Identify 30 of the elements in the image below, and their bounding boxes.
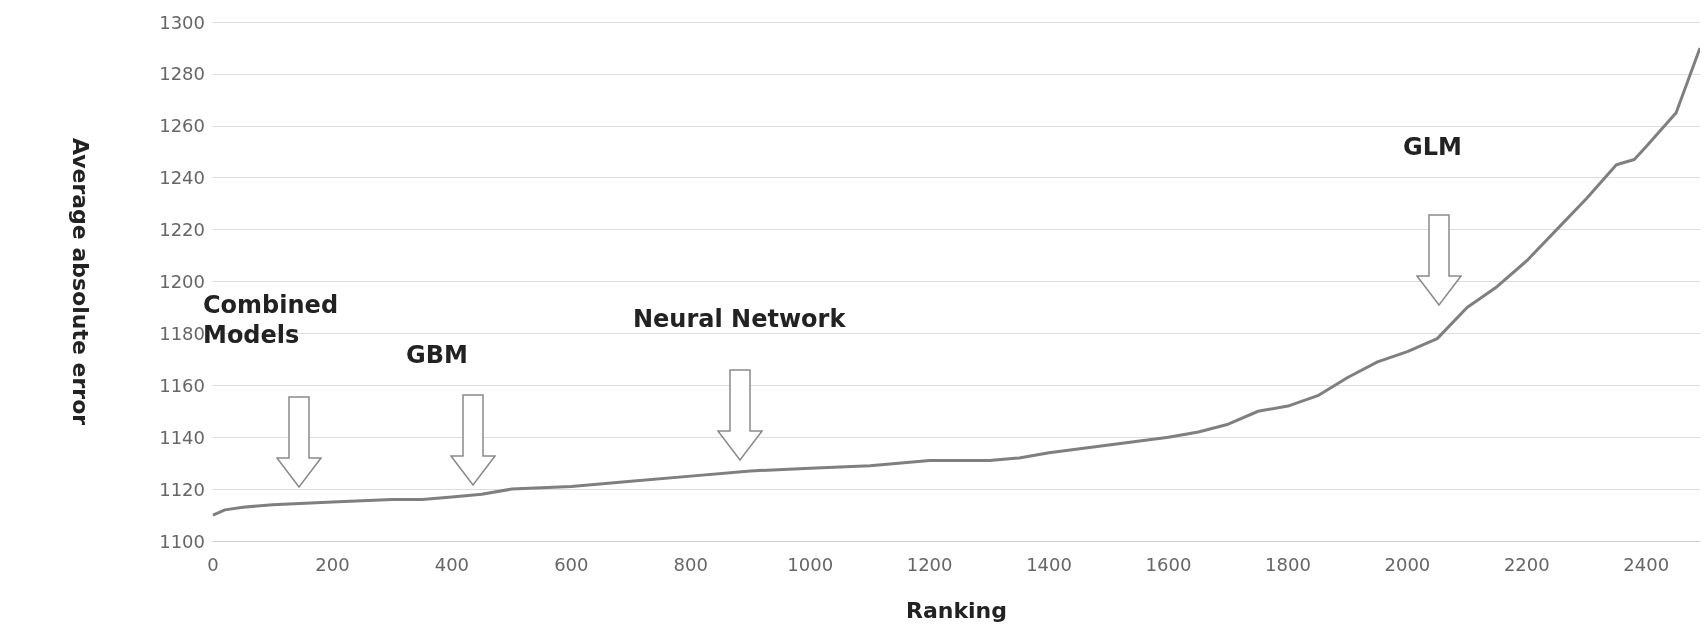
y-tick-label: 1180 [159,322,205,344]
annotation: Combined Models [203,291,339,349]
y-tick-label: 1260 [159,115,205,137]
y-tick-label: 1140 [159,426,205,448]
x-tick-label: 200 [315,553,350,575]
x-tick-label: 1200 [906,553,953,575]
x-tick-label: 2400 [1623,553,1670,575]
x-axis-title: Ranking [905,597,1008,623]
x-tick-label: 2000 [1384,553,1431,575]
x-tick-label: 400 [434,553,470,575]
x-tick-label: 1000 [787,553,834,575]
x-tick-label: 1800 [1265,553,1311,575]
x-tick-label: 1600 [1145,553,1192,575]
y-tick-label: 1280 [159,63,205,85]
y-tick-label: 1200 [159,271,205,292]
y-axis-title: Average absolute error [67,137,93,426]
y-tick-label: 1220 [159,219,205,241]
y-tick-label: 1100 [159,530,205,552]
annotation: GLM [1403,132,1463,162]
y-tick-label: 1240 [159,167,205,189]
y-tick-label: 1120 [159,478,205,500]
y-tick-label: 1160 [159,374,205,396]
x-tick-label: 1400 [1026,553,1072,575]
x-tick-label: 0 [207,553,219,575]
annotation: GBM [406,340,469,370]
y-tick-label: 1300 [159,11,205,33]
x-tick-label: 800 [673,553,708,575]
x-tick-label: 600 [554,553,589,575]
annotation: Neural Network [633,304,847,334]
x-tick-label: 2200 [1503,553,1550,575]
